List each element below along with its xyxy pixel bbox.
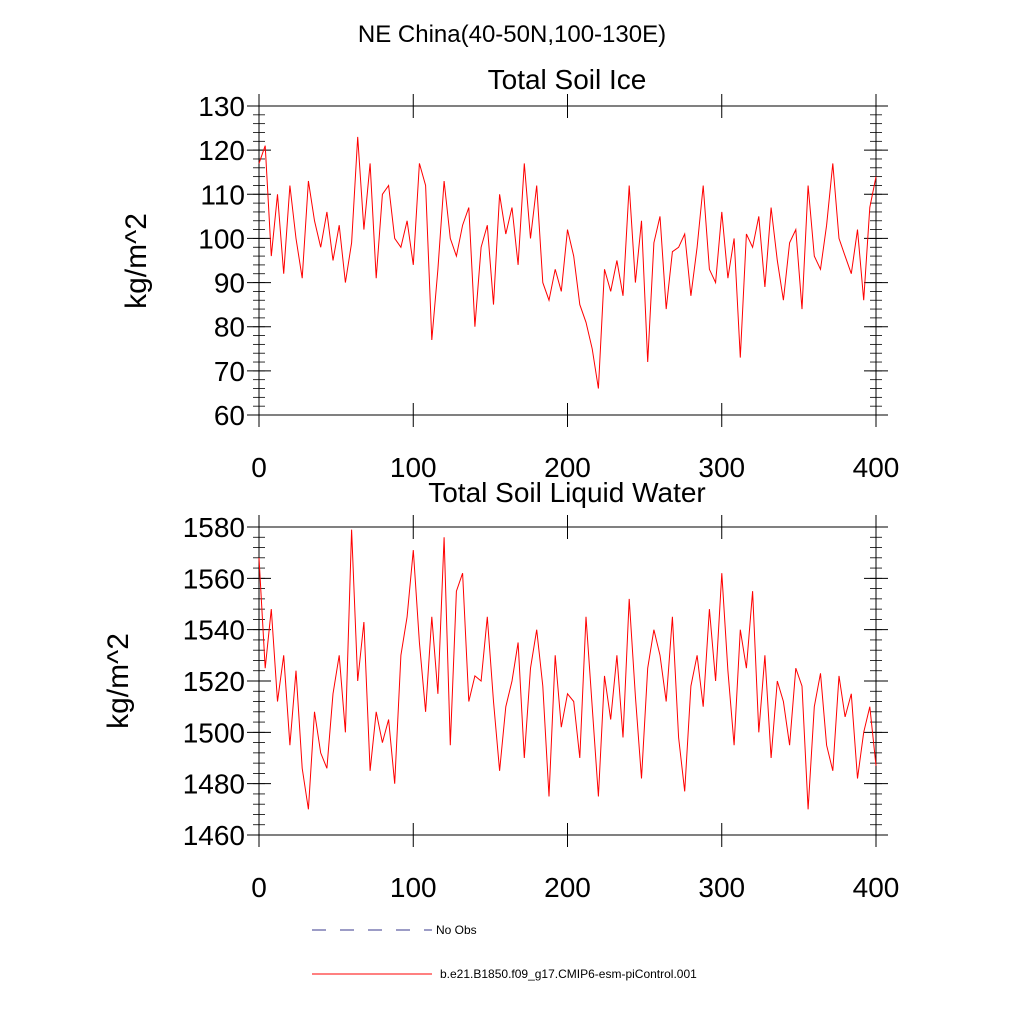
series-line: [258, 529, 877, 810]
x-tick-label: 200: [544, 872, 591, 903]
figure-suptitle: NE China(40-50N,100-130E): [358, 21, 666, 48]
y-axis-label: kg/m^2: [102, 633, 135, 729]
y-tick-label: 1500: [183, 717, 245, 748]
y-tick-label: 60: [214, 400, 245, 431]
x-tick-label: 200: [544, 452, 591, 483]
y-tick-label: 1560: [183, 563, 245, 594]
y-tick-label: 120: [198, 135, 245, 166]
plot-frame: [258, 105, 877, 416]
y-tick-label: 90: [214, 268, 245, 299]
y-tick-label: 1520: [183, 666, 245, 697]
x-tick-label: 300: [698, 452, 745, 483]
y-tick-label: 1460: [183, 820, 245, 851]
chart-panel-total-soil-liquid-water: Total Soil Liquid Water kg/m^2 1460 1480 1…: [102, 477, 899, 903]
x-tick-label: 0: [251, 452, 267, 483]
y-tick-label: 80: [214, 312, 245, 343]
chart-title: Total Soil Liquid Water: [428, 477, 706, 508]
x-tick-label: 400: [853, 452, 900, 483]
chart-title: Total Soil Ice: [488, 64, 647, 95]
y-tick-label: 130: [198, 91, 245, 122]
y-tick-label: 1480: [183, 769, 245, 800]
legend-label-no-obs: No Obs: [436, 923, 477, 937]
y-axis-label: kg/m^2: [120, 213, 153, 309]
x-tick-label: 400: [853, 872, 900, 903]
x-tick-label: 100: [390, 452, 437, 483]
x-tick-label: 100: [390, 872, 437, 903]
series-line: [258, 136, 877, 389]
y-tick-label: 70: [214, 356, 245, 387]
plot-frame: [258, 526, 877, 836]
y-tick-label: 100: [198, 223, 245, 254]
chart-panel-total-soil-ice: Total Soil Ice kg/m^2 60 70 80 90 100 110 120 1…: [120, 64, 899, 483]
x-tick-label: 0: [251, 872, 267, 903]
y-tick-label: 110: [200, 179, 245, 210]
y-tick-label: 1540: [183, 615, 245, 646]
legend-label-model-run: b.e21.B1850.f09_g17.CMIP6-esm-piControl.…: [440, 967, 697, 981]
legend: No Obs b.e21.B1850.f09_g17.CMIP6-esm-piC…: [312, 923, 697, 981]
y-tick-label: 1580: [183, 512, 245, 543]
x-tick-label: 300: [698, 872, 745, 903]
